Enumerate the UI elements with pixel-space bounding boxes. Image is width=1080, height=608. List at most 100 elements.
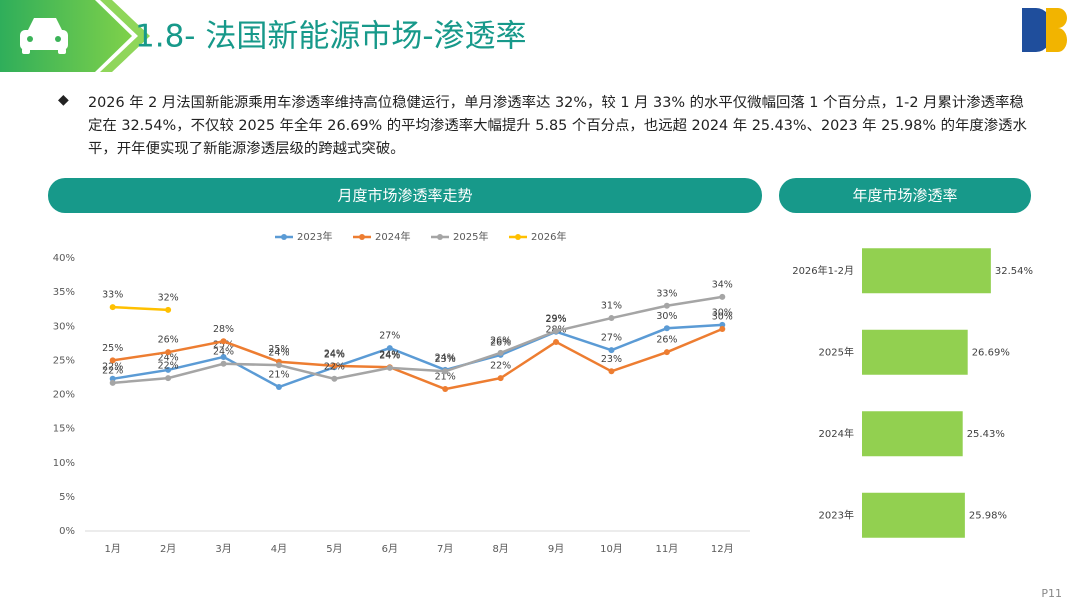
data-point xyxy=(275,383,282,390)
data-point xyxy=(663,325,670,332)
data-label: 25% xyxy=(213,339,234,350)
data-label: 22% xyxy=(324,361,345,372)
data-point xyxy=(442,386,449,393)
data-point xyxy=(109,357,116,364)
data-label: 25.43% xyxy=(967,429,1005,440)
data-label: 24% xyxy=(435,352,456,363)
bar xyxy=(862,492,965,538)
data-label: 24% xyxy=(158,352,179,363)
data-label: 33% xyxy=(102,290,123,301)
data-point xyxy=(608,368,615,375)
data-label: 26% xyxy=(490,335,511,346)
data-label: 32% xyxy=(158,292,179,303)
category-label: 2026年1-2月 xyxy=(792,264,854,277)
data-point xyxy=(220,338,227,345)
data-label: 25.98% xyxy=(969,510,1007,521)
y-tick-label: 15% xyxy=(53,424,75,435)
data-label: 27% xyxy=(379,331,400,342)
x-tick-label: 4月 xyxy=(271,543,287,555)
y-tick-label: 5% xyxy=(59,492,75,503)
page-number: P11 xyxy=(1041,587,1062,600)
data-label: 33% xyxy=(656,288,677,299)
data-point xyxy=(331,375,338,382)
y-tick-label: 40% xyxy=(53,253,75,264)
x-tick-label: 11月 xyxy=(656,543,679,555)
data-label: 30% xyxy=(712,311,733,322)
data-label: 23% xyxy=(601,354,622,365)
data-point xyxy=(608,347,615,354)
data-point xyxy=(165,306,172,313)
panel-title: 月度市场渗透率走势 xyxy=(337,187,472,205)
summary-text: 2026 年 2 月法国新能源乘用车渗透率维持高位稳健运行，单月渗透率达 32%… xyxy=(88,95,1027,157)
series-line xyxy=(112,295,723,385)
x-tick-label: 6月 xyxy=(382,543,398,555)
data-label: 22% xyxy=(158,361,179,372)
data-label: 23% xyxy=(435,354,456,365)
data-point xyxy=(497,375,504,382)
data-label: 34% xyxy=(712,279,733,290)
data-point xyxy=(608,315,615,322)
y-tick-label: 10% xyxy=(53,458,75,469)
x-tick-label: 8月 xyxy=(492,543,508,555)
data-label: 25% xyxy=(102,343,123,354)
y-tick-label: 0% xyxy=(59,526,75,537)
x-tick-label: 3月 xyxy=(215,543,231,555)
data-point xyxy=(109,304,116,311)
y-tick-label: 20% xyxy=(53,390,75,401)
data-label: 26% xyxy=(158,335,179,346)
x-tick-label: 7月 xyxy=(437,543,453,555)
legend-label: 2023年 xyxy=(297,230,332,243)
data-label: 22% xyxy=(102,361,123,372)
data-point xyxy=(663,349,670,356)
legend-label: 2026年 xyxy=(531,230,566,243)
legend-swatch xyxy=(515,234,521,240)
data-point xyxy=(165,366,172,373)
x-tick-label: 2月 xyxy=(160,543,176,555)
bar xyxy=(862,411,963,457)
data-label: 24% xyxy=(268,348,289,359)
series-line xyxy=(112,305,169,312)
panel-header xyxy=(779,178,1031,213)
x-tick-label: 10月 xyxy=(600,543,623,555)
panel-header xyxy=(48,178,762,213)
data-label: 22% xyxy=(490,361,511,372)
x-tick-label: 5月 xyxy=(326,543,342,555)
data-label: 22% xyxy=(102,365,123,376)
category-label: 2024年 xyxy=(819,427,854,440)
category-label: 2025年 xyxy=(819,345,854,358)
data-label: 30% xyxy=(656,311,677,322)
data-point xyxy=(386,345,393,352)
bar xyxy=(862,248,991,294)
data-label: 24% xyxy=(379,350,400,361)
data-point xyxy=(442,368,449,375)
panel-title: 年度市场渗透率 xyxy=(852,187,957,205)
y-tick-label: 30% xyxy=(53,321,75,332)
data-point xyxy=(220,360,227,367)
data-label: 28% xyxy=(213,324,234,335)
data-label: 26.69% xyxy=(972,347,1010,358)
data-label: 26% xyxy=(490,337,511,348)
data-label: 24% xyxy=(324,350,345,361)
y-tick-label: 35% xyxy=(53,287,75,298)
data-label: 24% xyxy=(379,350,400,361)
data-label: 29% xyxy=(545,314,566,325)
legend-label: 2024年 xyxy=(375,230,410,243)
data-label: 24% xyxy=(324,348,345,359)
x-tick-label: 1月 xyxy=(105,543,121,555)
data-point xyxy=(331,362,338,369)
data-point xyxy=(553,338,560,345)
data-point xyxy=(220,353,227,360)
x-tick-label: 12月 xyxy=(711,543,734,555)
series-line xyxy=(112,327,723,391)
x-tick-label: 9月 xyxy=(548,543,564,555)
data-label: 21% xyxy=(268,369,289,380)
data-label: 29% xyxy=(545,314,566,325)
data-point xyxy=(165,375,172,382)
data-point xyxy=(109,379,116,386)
data-point xyxy=(719,293,726,300)
series-line xyxy=(112,323,723,389)
data-label: 27% xyxy=(601,333,622,344)
category-label: 2023年 xyxy=(819,508,854,521)
